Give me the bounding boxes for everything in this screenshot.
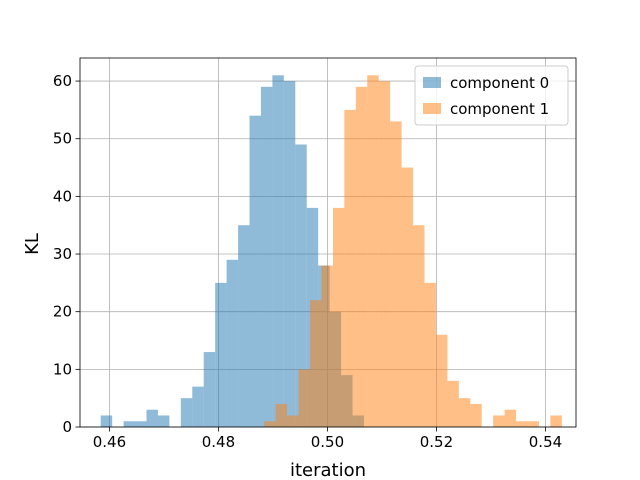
bars-layer <box>100 75 562 427</box>
histogram-bar-series-1 <box>264 421 276 427</box>
histogram-bar-series-1 <box>287 415 299 427</box>
histogram-bar-series-1 <box>390 121 402 427</box>
histogram-bar-series-1 <box>401 167 414 427</box>
y-axis-label: KL <box>22 233 43 255</box>
histogram-bar-series-1 <box>458 398 471 427</box>
histogram-bar-series-0 <box>135 421 147 427</box>
y-tick-label: 20 <box>53 303 72 321</box>
y-tick-label: 10 <box>53 360 72 378</box>
histogram-bar-series-0 <box>215 282 227 427</box>
y-tick-label: 50 <box>53 130 72 148</box>
y-tick-label: 30 <box>53 245 72 263</box>
histogram-bar-series-1 <box>516 421 528 427</box>
histogram-bar-series-0 <box>238 225 250 427</box>
histogram-bar-series-0 <box>283 81 296 427</box>
x-tick-label: 0.48 <box>202 433 235 451</box>
legend-box <box>414 65 569 126</box>
histogram-bar-series-1 <box>413 225 425 427</box>
x-tick-label: 0.46 <box>93 433 126 451</box>
y-tick-label: 60 <box>53 72 72 90</box>
histogram-bar-series-0 <box>192 386 204 427</box>
histogram-bar-series-1 <box>332 207 345 427</box>
legend: component 0 component 1 <box>414 65 569 126</box>
ticks-layer: 0.46 0.48 0.50 0.52 0.54 0 10 20 30 40 50 60 <box>53 72 562 451</box>
histogram-bar-series-1 <box>550 415 562 427</box>
histogram-bar-series-1 <box>344 109 356 427</box>
histogram-bar-series-1 <box>310 300 322 427</box>
histogram-bar-series-1 <box>527 421 539 427</box>
histogram-bar-series-0 <box>146 409 158 427</box>
y-tick-label: 0 <box>62 418 72 436</box>
y-tick-label: 40 <box>53 187 72 205</box>
legend-label: component 0 <box>450 74 549 92</box>
legend-swatch <box>423 77 441 88</box>
histogram-bar-series-1 <box>275 403 288 427</box>
histogram-bar-series-1 <box>298 369 311 427</box>
legend-swatch <box>423 103 441 114</box>
histogram-bar-series-1 <box>378 81 391 427</box>
legend-label: component 1 <box>450 100 549 118</box>
x-tick-label: 0.52 <box>420 433 453 451</box>
histogram-bar-series-1 <box>355 86 368 427</box>
histogram-bar-series-1 <box>504 409 517 427</box>
histogram-bar-series-0 <box>157 415 170 427</box>
histogram-bar-series-0 <box>249 115 261 427</box>
histogram-bar-series-0 <box>123 421 136 427</box>
axes-layer <box>79 57 577 428</box>
x-tick-label: 0.50 <box>311 433 344 451</box>
histogram-bar-series-0 <box>180 398 193 427</box>
histogram-bar-series-0 <box>100 415 113 427</box>
axes-frame <box>79 57 577 428</box>
grid-layer <box>80 58 576 428</box>
histogram-bar-series-0 <box>203 352 216 427</box>
histogram-bar-series-1 <box>435 334 448 427</box>
histogram-bar-series-0 <box>295 144 307 427</box>
histogram-bar-series-0 <box>260 86 273 427</box>
histogram-bar-series-1 <box>447 380 459 427</box>
x-axis-label: iteration <box>290 460 366 480</box>
histogram-bar-series-0 <box>272 75 284 427</box>
histogram-bar-series-1 <box>470 403 482 427</box>
histogram-bar-series-1 <box>493 415 505 427</box>
histogram-bar-series-1 <box>424 282 436 427</box>
histogram-bar-series-0 <box>226 259 239 427</box>
x-tick-label: 0.54 <box>529 433 562 451</box>
histogram-bar-series-1 <box>321 265 333 427</box>
histogram-bar-series-1 <box>367 75 379 427</box>
